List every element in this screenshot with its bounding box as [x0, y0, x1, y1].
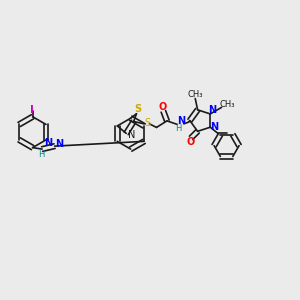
Text: N: N — [44, 138, 52, 148]
Text: CH₃: CH₃ — [188, 90, 203, 99]
Text: N: N — [177, 116, 185, 127]
Text: N: N — [128, 130, 135, 140]
Text: H: H — [38, 150, 45, 159]
Text: N: N — [210, 122, 218, 132]
Text: N: N — [208, 105, 217, 115]
Text: CH₃: CH₃ — [219, 100, 235, 109]
Text: O: O — [186, 137, 195, 147]
Text: N: N — [55, 139, 63, 149]
Text: H: H — [175, 124, 181, 133]
Text: S: S — [145, 118, 151, 128]
Text: S: S — [134, 104, 141, 114]
Text: I: I — [30, 105, 34, 115]
Text: O: O — [159, 102, 167, 112]
